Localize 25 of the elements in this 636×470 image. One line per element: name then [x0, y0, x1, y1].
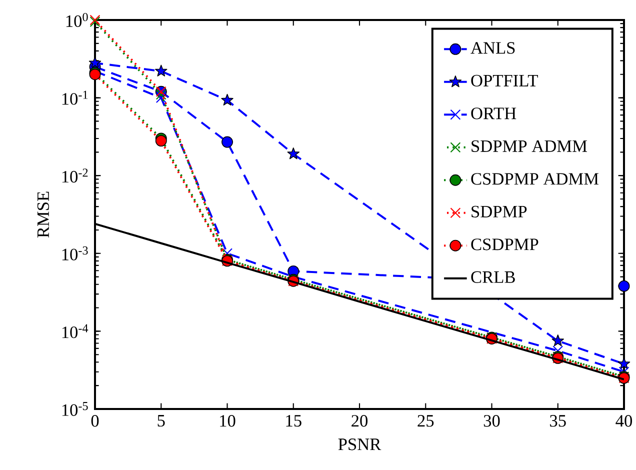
- legend-label: SDPMP: [472, 206, 527, 218]
- y-tick-label: 10$^{-2}$: [62, 168, 88, 183]
- y-tick-label: 10$^{-1}$: [62, 90, 88, 105]
- y-tick-label: 10$^{-5}$: [62, 402, 88, 416]
- legend-label: ORTH: [471, 108, 516, 120]
- legend-label: CSDPMP: [471, 238, 538, 250]
- legend-label: OPTFILT: [471, 74, 538, 86]
- x-tick-label: 10: [220, 415, 236, 427]
- x-tick-label: 40: [616, 415, 632, 427]
- legend-label: ANLS: [470, 42, 515, 54]
- y-tick-label: 10$^{-4}$: [62, 324, 88, 338]
- legend-label: CRLB: [471, 271, 515, 283]
- x-tick-label: 15: [286, 415, 302, 427]
- x-tick-label: 0: [91, 415, 99, 427]
- x-tick-label: 35: [550, 415, 566, 427]
- x-axis-title: PSNR: [338, 438, 382, 450]
- x-tick-label: 25: [418, 415, 434, 427]
- y-tick-label: 10$^{0}$: [66, 12, 88, 28]
- legend-label: CSDPMP ADMM: [471, 173, 599, 185]
- y-axis-title: RMSE: [37, 192, 50, 238]
- x-tick-label: 5: [158, 415, 165, 427]
- x-tick-label: 20: [352, 415, 368, 427]
- y-tick-label: 10$^{-3}$: [62, 246, 88, 260]
- legend-label: SDPMP ADMM: [472, 140, 587, 152]
- x-tick-label: 30: [484, 415, 500, 427]
